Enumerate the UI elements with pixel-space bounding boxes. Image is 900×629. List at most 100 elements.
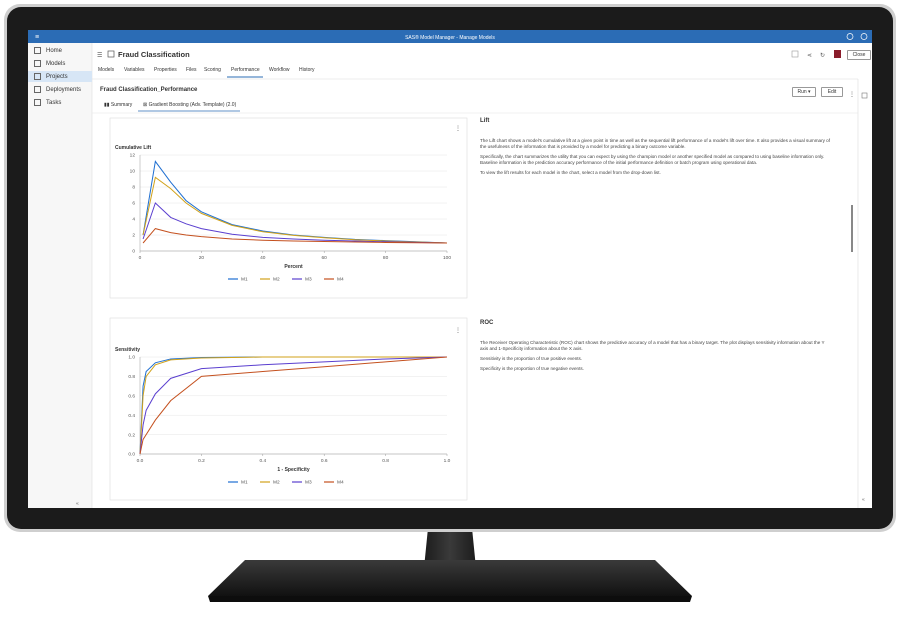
tab[interactable]: Variables [124, 67, 145, 73]
series-line [142, 202, 448, 244]
tab[interactable]: Workflow [269, 67, 290, 73]
share-icon[interactable]: ⋖ [807, 53, 812, 59]
nav-label: Models [46, 61, 66, 68]
y-axis-title: Sensitivity [115, 347, 140, 353]
legend-label: M4 [337, 480, 344, 486]
tab[interactable]: Models [98, 67, 115, 73]
y-tick-label: 2 [132, 233, 135, 239]
tab[interactable]: Performance [231, 67, 260, 73]
series-line [139, 356, 447, 455]
tab[interactable]: Properties [154, 67, 177, 73]
nav-panel [28, 43, 92, 508]
y-tick-label: 6 [132, 201, 135, 207]
user-icon[interactable] [860, 33, 868, 40]
y-tick-label: 0.8 [128, 374, 135, 380]
paragraph: The Receiver Operating Characteristic (R… [480, 340, 825, 351]
legend-label: M4 [337, 277, 344, 283]
app-bar [28, 30, 872, 43]
subtab-label: Summary [110, 102, 133, 108]
run-label: Run [797, 89, 807, 95]
lift-description: The Lift chart shows a model's cumulativ… [480, 138, 832, 180]
tool-icon[interactable] [791, 50, 799, 58]
nav-label: Home [46, 48, 63, 55]
y-tick-label: 10 [130, 169, 136, 175]
paragraph: The Lift chart shows a model's cumulativ… [480, 138, 831, 149]
y-tick-label: 0.2 [128, 432, 135, 438]
nav-label: Tasks [46, 100, 62, 107]
x-tick-label: 80 [383, 255, 389, 261]
refresh-icon[interactable]: ↻ [820, 52, 825, 59]
x-tick-label: 20 [199, 255, 205, 261]
y-axis-title: Cumulative Lift [115, 145, 151, 151]
menu-icon[interactable]: ≡ [35, 34, 39, 41]
subtab[interactable]: ⊠ Gradient Boosting (Adv. Template) (2.0… [143, 102, 237, 108]
roc-description: The Receiver Operating Characteristic (R… [480, 340, 832, 376]
y-tick-label: 8 [132, 185, 135, 191]
performance-title: Fraud Classification_Performance [100, 87, 198, 93]
nav-label: Projects [46, 74, 68, 81]
nav-label: Deployments [46, 87, 82, 94]
x-tick-label: 0.6 [321, 458, 328, 464]
x-tick-label: 0.0 [137, 458, 144, 464]
stand-edge [208, 596, 692, 602]
y-tick-label: 4 [132, 217, 135, 223]
stand-neck [424, 528, 476, 568]
legend-label: M1 [241, 480, 248, 486]
legend-label: M1 [241, 277, 248, 283]
run-button[interactable]: Run ▾ [792, 87, 816, 97]
card-menu[interactable]: ⋮ [455, 328, 461, 334]
scrollbar[interactable] [851, 205, 853, 252]
roc-card [109, 317, 468, 501]
collapse-side[interactable]: « [862, 497, 865, 503]
legend-label: M3 [305, 480, 312, 486]
flag-icon [834, 50, 841, 58]
paragraph: Specifically, the chart summarizes the u… [480, 154, 825, 165]
card-menu[interactable]: ⋮ [455, 126, 461, 132]
roc-heading: ROC [480, 320, 494, 326]
nav-item[interactable]: Tasks [34, 99, 61, 106]
tab[interactable]: Files [186, 67, 197, 73]
collapse-nav[interactable]: « [76, 501, 79, 507]
stand-base [208, 560, 692, 596]
paragraph: Specificity is the proportion of true ne… [480, 366, 584, 371]
side-panel-icon[interactable] [861, 92, 868, 99]
close-button[interactable]: Close [847, 50, 871, 60]
x-tick-label: 0 [139, 255, 142, 261]
x-axis-title: 1 - Specificity [277, 467, 309, 473]
app-title: SAS® Model Manager - Manage Models [405, 34, 495, 41]
y-tick-label: 0.0 [128, 452, 135, 458]
project-title: Fraud Classification [118, 50, 190, 59]
series-line [139, 356, 448, 455]
x-tick-label: 100 [443, 255, 451, 261]
edit-button[interactable]: Edit [821, 87, 843, 97]
y-tick-label: 0 [132, 249, 135, 255]
paragraph: To view the lift results for each model … [480, 170, 661, 175]
x-tick-label: 1.0 [444, 458, 451, 464]
paragraph: Sensitivity is the proportion of true po… [480, 356, 583, 361]
nav-item[interactable]: Deployments [34, 86, 81, 93]
series-line [142, 176, 448, 244]
legend-label: M2 [273, 277, 280, 283]
nav-item[interactable]: Home [34, 47, 62, 54]
y-tick-label: 1.0 [128, 355, 135, 361]
legend-label: M3 [305, 277, 312, 283]
list-icon[interactable]: ☰ [97, 52, 102, 59]
project-icon [107, 50, 115, 58]
series-line [139, 356, 448, 455]
subtab[interactable]: ▮▮ Summary [104, 102, 133, 108]
more-icon[interactable]: ⋮ [849, 92, 855, 98]
legend-label: M2 [273, 480, 280, 486]
x-tick-label: 0.2 [198, 458, 205, 464]
x-axis-title: Percent [284, 264, 303, 270]
nav-item[interactable]: Models [34, 60, 65, 67]
nav-item[interactable]: Projects [34, 73, 68, 80]
help-icon[interactable] [846, 33, 854, 40]
lift-heading: Lift [480, 118, 490, 124]
y-tick-label: 0.4 [128, 413, 135, 419]
x-tick-label: 0.4 [259, 458, 266, 464]
tab[interactable]: Scoring [204, 67, 221, 73]
tab[interactable]: History [299, 67, 315, 73]
y-tick-label: 0.6 [128, 394, 135, 400]
